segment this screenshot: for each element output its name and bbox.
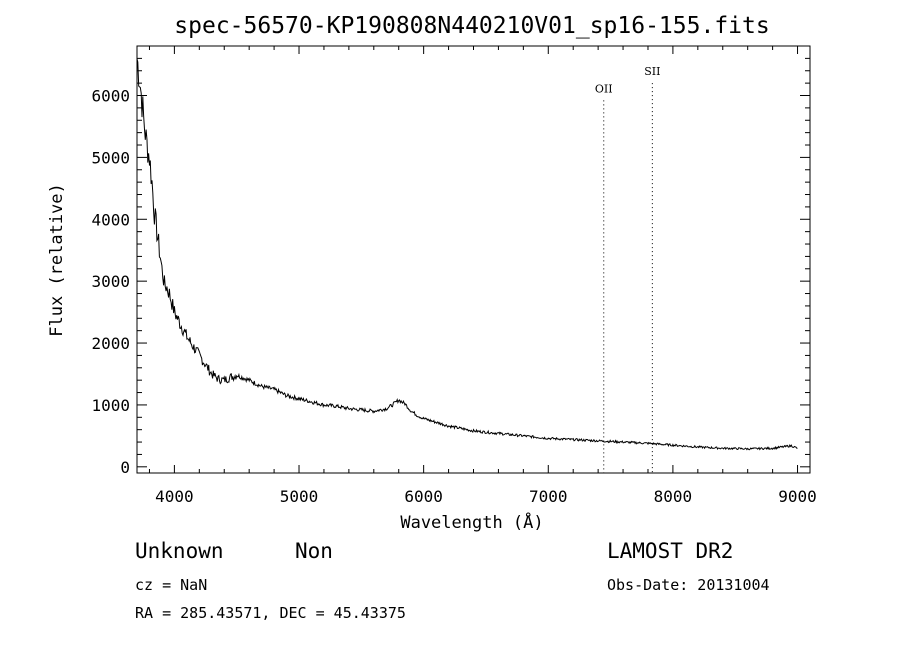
x-tick-label: 6000	[404, 487, 443, 506]
redshift-cz: cz = NaN	[135, 576, 208, 594]
x-axis-ticks: 4000 5000 6000 7000 8000 9000	[148, 46, 817, 506]
spectrum-chart: spec-56570-KP190808N440210V01_sp16-155.f…	[47, 13, 817, 533]
y-axis-ticks: 0 1000 2000 3000 4000 5000 6000	[91, 57, 810, 477]
y-tick-label: 1000	[91, 396, 130, 415]
obs-date: Obs-Date: 20131004	[607, 576, 770, 594]
x-tick-label: 7000	[529, 487, 568, 506]
ra-dec-coordinates: RA = 285.43571, DEC = 45.43375	[135, 604, 406, 622]
y-tick-label: 3000	[91, 272, 130, 291]
y-tick-label: 2000	[91, 334, 130, 353]
survey-name: LAMOST DR2	[607, 539, 734, 563]
spectrum-line	[136, 58, 798, 451]
x-tick-label: 8000	[654, 487, 693, 506]
x-tick-label: 9000	[778, 487, 817, 506]
y-tick-label: 5000	[91, 148, 130, 167]
x-tick-label: 4000	[155, 487, 194, 506]
y-axis-label: Flux (relative)	[47, 183, 67, 337]
x-axis-label: Wavelength (Å)	[400, 511, 543, 533]
plot-frame	[136, 45, 811, 474]
marker-label-sii: SII	[644, 65, 660, 78]
spectral-line-markers: OII SII	[595, 65, 660, 473]
object-class: Unknown	[135, 539, 224, 563]
marker-label-oii: OII	[595, 82, 613, 95]
chart-title: spec-56570-KP190808N440210V01_sp16-155.f…	[174, 13, 769, 39]
y-tick-label: 0	[120, 458, 130, 477]
x-tick-label: 5000	[280, 487, 319, 506]
y-tick-label: 6000	[91, 87, 130, 106]
object-subclass: Non	[295, 539, 333, 563]
y-tick-label: 4000	[91, 210, 130, 229]
